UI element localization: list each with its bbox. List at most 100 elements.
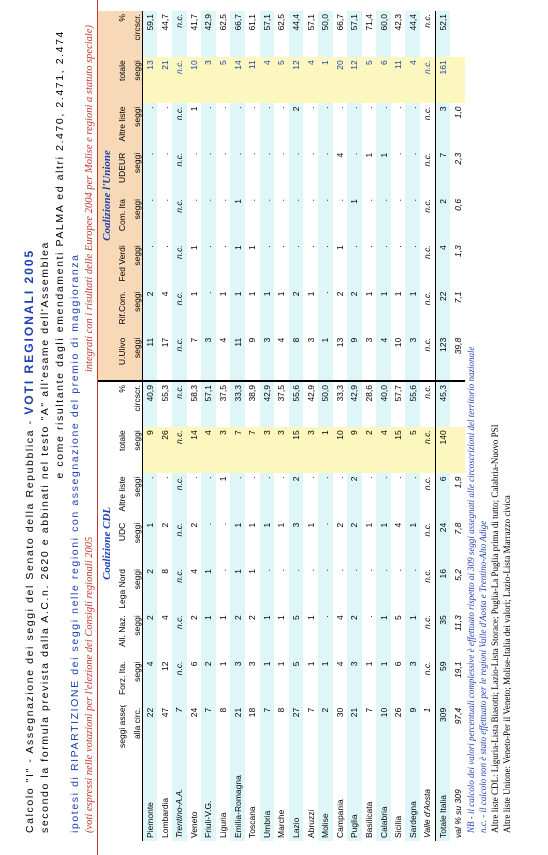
unit-header: circscr. bbox=[127, 11, 143, 58]
unit-header: seggi bbox=[127, 519, 143, 566]
table-cell: Totale Italia bbox=[435, 751, 451, 841]
table-cell: . bbox=[201, 103, 216, 150]
table-cell: Lombardia bbox=[159, 797, 170, 838]
header-row: seggi assegn. Forz. Ita. All. Naz. Lega Nor… bbox=[112, 11, 128, 841]
table-cell: 24 bbox=[188, 707, 199, 718]
table-cell: . bbox=[259, 149, 275, 196]
table-cell: 1 bbox=[376, 149, 391, 196]
table-row: Sicilia 26 6 5. 4. 15 57,7 10 1.... 11 42,3 bbox=[390, 11, 406, 841]
table-cell: 66,7 bbox=[230, 11, 245, 58]
table-cell: . bbox=[363, 245, 374, 248]
table-cell: 12 bbox=[159, 661, 170, 671]
table-cell: 10 bbox=[390, 334, 406, 381]
table-cell: 1,3 bbox=[452, 245, 463, 258]
table-cell: . bbox=[405, 473, 421, 520]
table-cell: . bbox=[376, 473, 391, 520]
table-cell: 55,6 bbox=[405, 381, 421, 428]
table-cell: 4 bbox=[435, 242, 451, 289]
table-cell: 1 bbox=[218, 661, 229, 667]
table-row: Liguria 8 1 1.. 1 3 37,5 4 1.... 5 62,5 bbox=[215, 11, 231, 841]
table-cell: 7,8 bbox=[452, 522, 463, 535]
table-cell: 5 bbox=[393, 615, 404, 620]
table-cell: 20 bbox=[332, 57, 348, 104]
table-cell: 57,1 bbox=[347, 11, 362, 58]
table-cell: . bbox=[159, 476, 170, 479]
table-cell: n.c. bbox=[422, 615, 433, 629]
table-cell: 42,3 bbox=[393, 14, 404, 31]
table-cell: n.c. bbox=[422, 476, 433, 491]
table-cell: 1 bbox=[247, 522, 258, 528]
column-header: Altre liste bbox=[117, 476, 128, 512]
table-cell: 18 bbox=[247, 707, 258, 718]
table-cell: . bbox=[218, 106, 229, 109]
table-cell: n.c. bbox=[420, 334, 436, 381]
table-cell: . bbox=[317, 196, 333, 243]
table-cell: 1 bbox=[363, 291, 374, 297]
table-cell: 4 bbox=[376, 334, 391, 381]
table-cell: . bbox=[159, 245, 170, 248]
table-cell: 5 bbox=[288, 658, 304, 705]
table-body: Piemonte 22 4 2 2 1. 9 40,9 11 2.... 13 59,1 Lombard… bbox=[142, 11, 465, 841]
table-row: Marche 8 1 1. 1. 3 37,5 4 1.... 5 62,5 bbox=[274, 11, 289, 841]
table-cell: 1 bbox=[201, 612, 216, 659]
table-cell: 2 bbox=[288, 103, 304, 150]
column-header: seggi assegn. bbox=[117, 704, 128, 748]
table-cell: 35 bbox=[435, 612, 451, 659]
table-cell: Valle d'Aosta bbox=[422, 788, 433, 838]
table-cell: 5 bbox=[405, 427, 421, 474]
header-cell bbox=[113, 751, 128, 841]
table-cell: 57,1 bbox=[305, 14, 316, 31]
table-cell: 12 bbox=[288, 57, 304, 104]
table-cell: 22 bbox=[142, 704, 158, 751]
table-cell: 62,5 bbox=[218, 14, 229, 31]
table-cell: n.c. bbox=[171, 612, 187, 659]
table-cell: 1 bbox=[317, 427, 333, 474]
table-cell: n.c. bbox=[171, 566, 187, 613]
table-cell: 2 bbox=[347, 519, 362, 566]
table-cell: 3 bbox=[259, 334, 275, 381]
table-cell: . bbox=[259, 196, 275, 243]
table-cell: n.c. bbox=[422, 522, 433, 537]
table-cell: n.c. bbox=[171, 103, 187, 150]
table-cell: 2 bbox=[317, 704, 333, 751]
table-cell: 1 bbox=[259, 288, 275, 335]
table-cell: 3 bbox=[288, 519, 304, 566]
table-cell: . bbox=[305, 245, 316, 248]
table-cell: n.c. bbox=[171, 288, 187, 335]
table-cell: 123 bbox=[435, 334, 451, 381]
table-cell: 1 bbox=[305, 615, 316, 620]
table-cell: . bbox=[376, 566, 391, 613]
table-cell: Abruzzi bbox=[305, 809, 316, 838]
title: Calcolo "I" - Assegnazione dei seggi del… bbox=[0, 0, 38, 855]
table-cell: Umbria bbox=[259, 751, 275, 841]
table-cell: 1 bbox=[201, 566, 216, 613]
table-cell: . bbox=[288, 566, 304, 613]
table-cell: 4 bbox=[159, 291, 170, 297]
subtitle: secondo la formula prevista dalla A.C.n.… bbox=[39, 241, 51, 833]
table-cell: 50,0 bbox=[317, 11, 333, 58]
table-cell: Piemonte bbox=[142, 751, 158, 841]
table-cell: Campania bbox=[334, 799, 345, 838]
table-cell: . bbox=[142, 242, 158, 289]
table-cell: . bbox=[218, 245, 229, 248]
source: (voti espressi nelle votazioni per l'ele… bbox=[83, 0, 98, 855]
table-cell: 8 bbox=[288, 334, 304, 381]
table-cell: 5 bbox=[288, 612, 304, 659]
table-cell: n.c. bbox=[171, 242, 187, 289]
table-cell: . bbox=[201, 196, 216, 243]
table-cell: 62,5 bbox=[276, 14, 287, 31]
table-cell: . bbox=[363, 476, 374, 479]
table-row: Lombardia 47 12 4 8 2. 26 55,3 17 4.... 21 44,7 bbox=[157, 11, 172, 841]
table-cell: . bbox=[230, 103, 245, 150]
table-cell: 7 bbox=[244, 427, 260, 474]
table-cell: 1 bbox=[305, 522, 316, 528]
table-cell: . bbox=[288, 149, 304, 196]
table-cell: . bbox=[259, 473, 275, 520]
unit-header: seggi bbox=[127, 658, 143, 705]
table-cell: . bbox=[276, 106, 287, 109]
table-cell: 2 bbox=[288, 288, 304, 335]
unit-header: seggi bbox=[127, 288, 143, 335]
table-cell: 26 bbox=[157, 427, 172, 474]
note: n.c. - il calcolo non è stato effettuato… bbox=[477, 520, 488, 833]
